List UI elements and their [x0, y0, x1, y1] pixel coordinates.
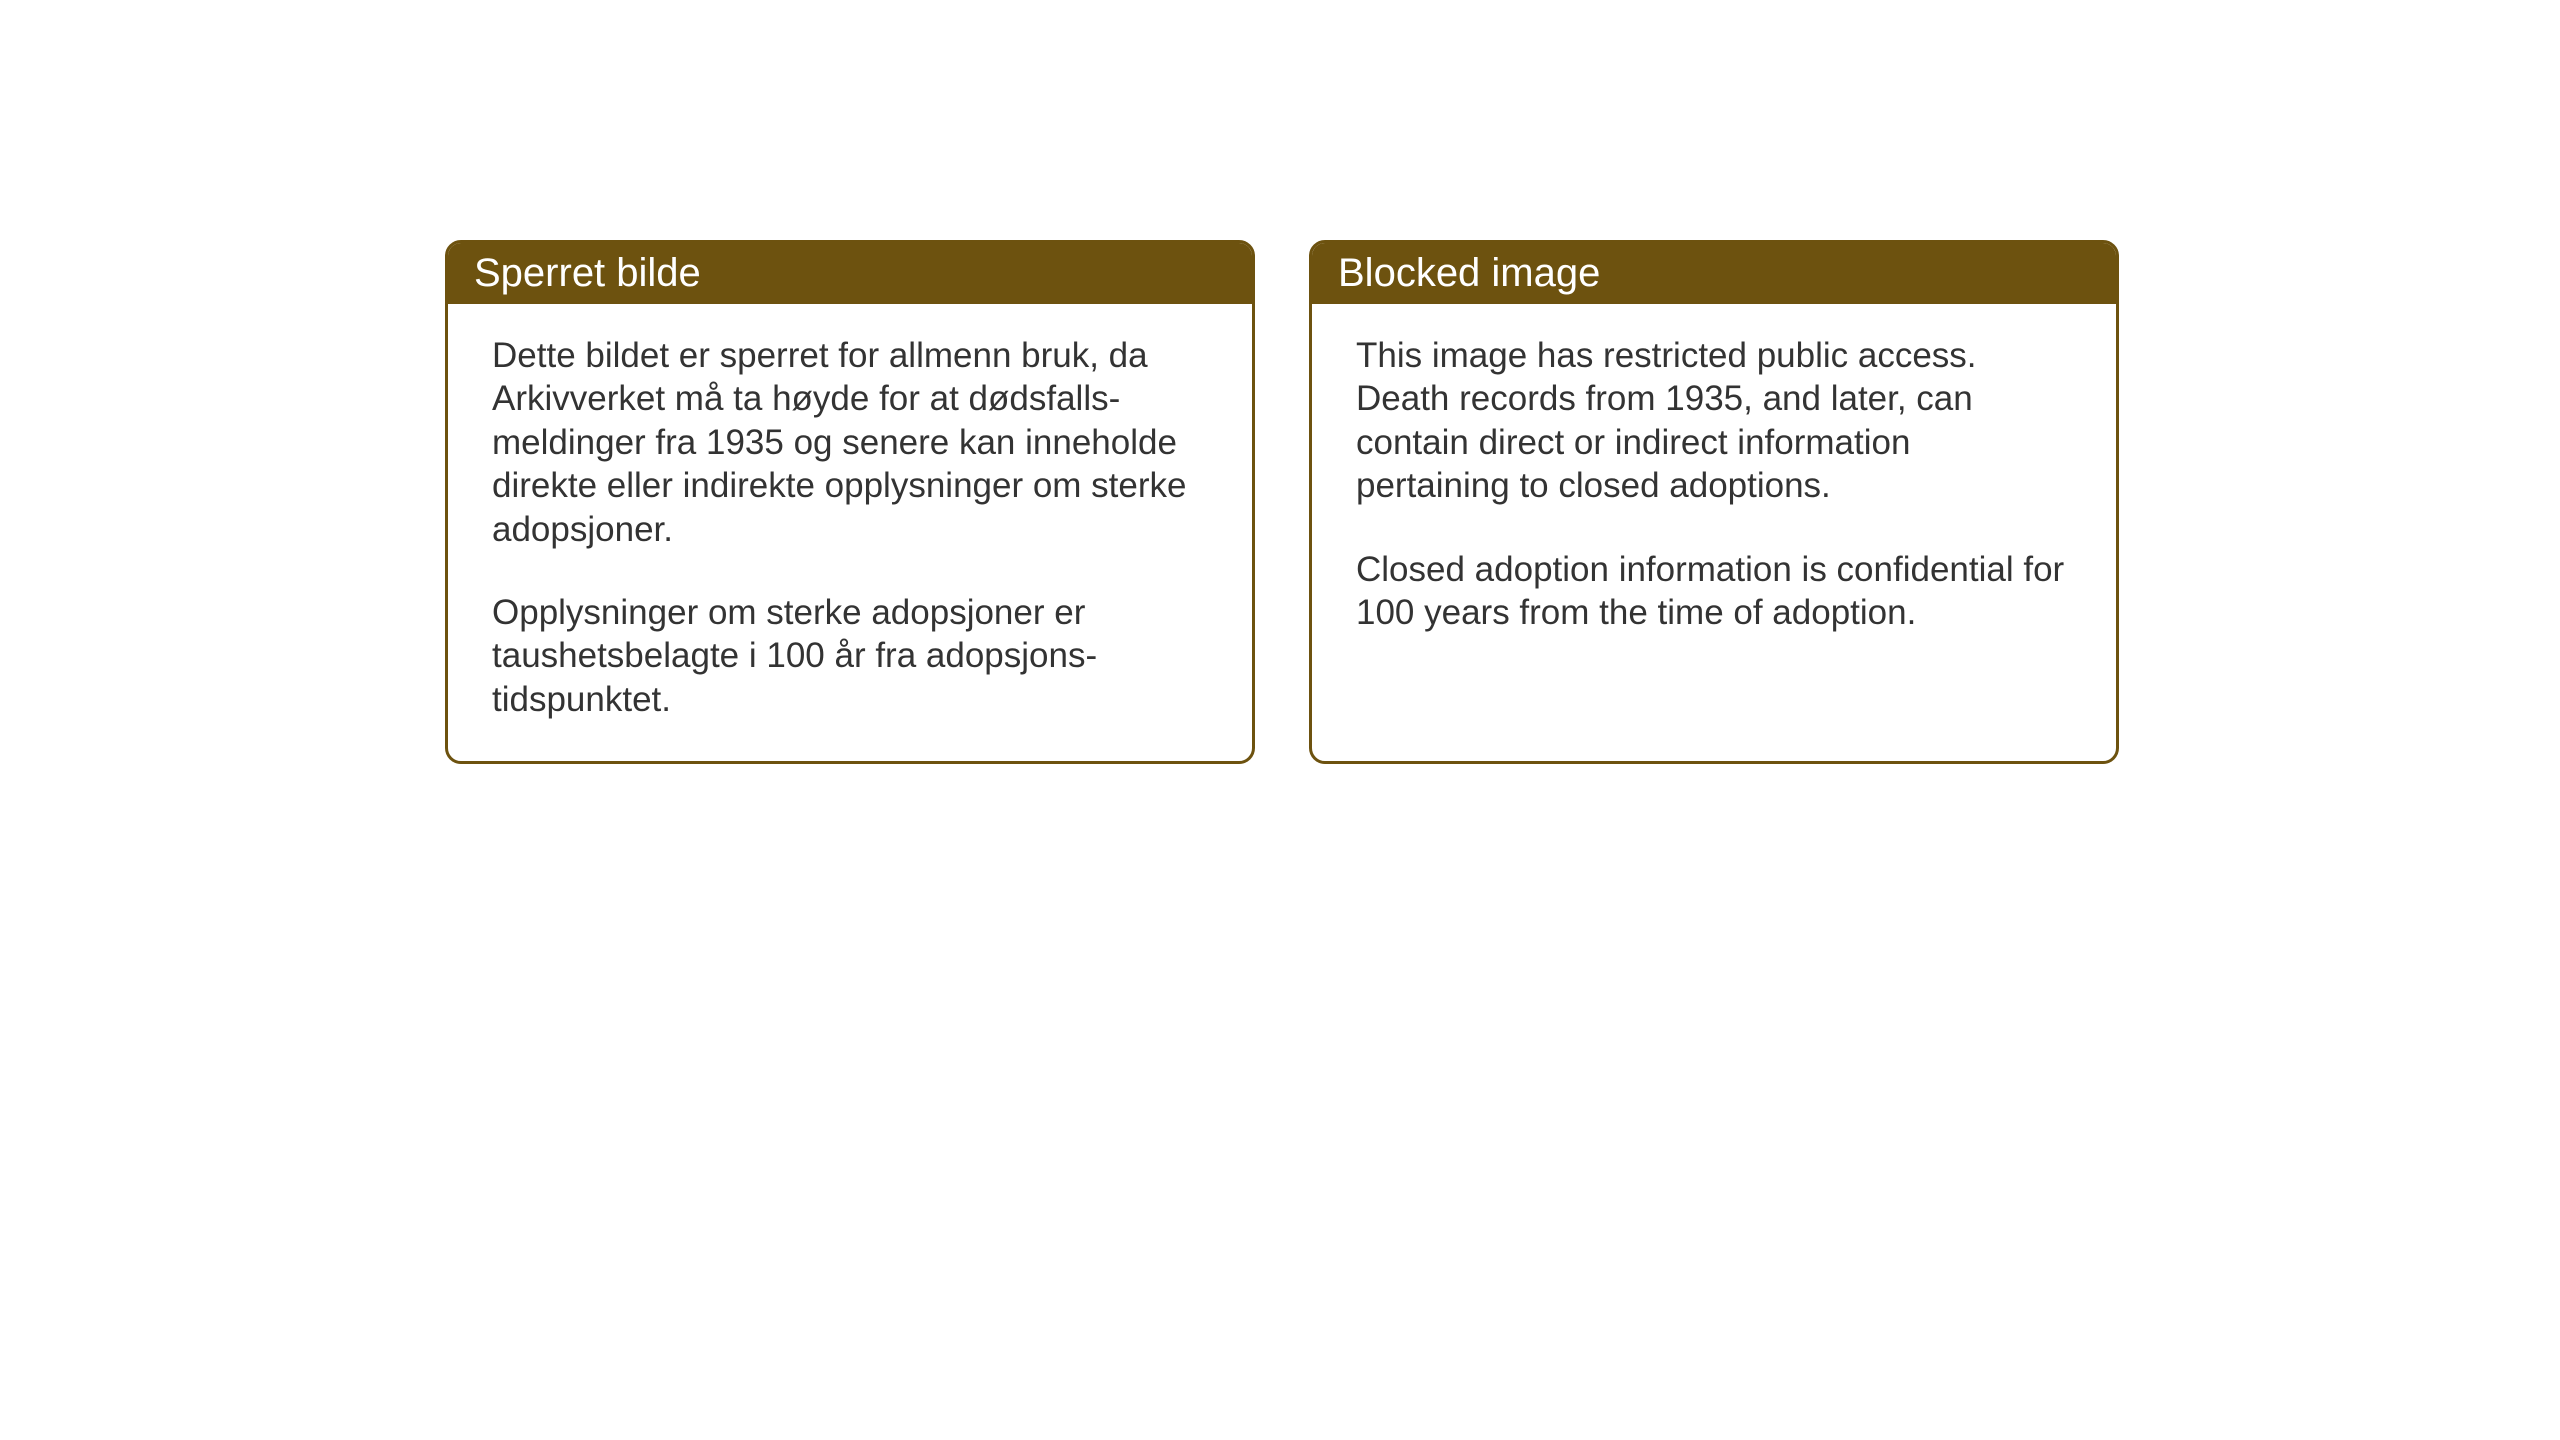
card-norwegian: Sperret bilde Dette bildet er sperret fo…	[445, 240, 1255, 764]
card-header-english: Blocked image	[1312, 243, 2116, 304]
card-header-norwegian: Sperret bilde	[448, 243, 1252, 304]
card-title-norwegian: Sperret bilde	[474, 251, 701, 295]
card-paragraph-1-english: This image has restricted public access.…	[1356, 334, 2072, 508]
card-body-english: This image has restricted public access.…	[1312, 304, 2116, 704]
card-paragraph-1-norwegian: Dette bildet er sperret for allmenn bruk…	[492, 334, 1208, 551]
card-paragraph-2-english: Closed adoption information is confident…	[1356, 548, 2072, 635]
card-paragraph-2-norwegian: Opplysninger om sterke adopsjoner er tau…	[492, 591, 1208, 721]
card-title-english: Blocked image	[1338, 251, 1600, 295]
cards-container: Sperret bilde Dette bildet er sperret fo…	[0, 0, 2560, 764]
card-body-norwegian: Dette bildet er sperret for allmenn bruk…	[448, 304, 1252, 761]
card-english: Blocked image This image has restricted …	[1309, 240, 2119, 764]
